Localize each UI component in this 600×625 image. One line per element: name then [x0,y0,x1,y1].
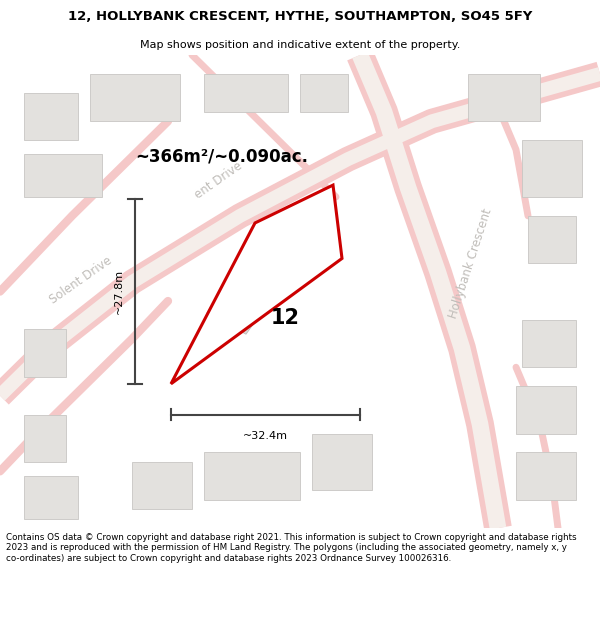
Polygon shape [24,93,78,140]
Polygon shape [516,452,576,500]
Text: ~366m²/~0.090ac.: ~366m²/~0.090ac. [136,148,308,166]
Text: ~32.4m: ~32.4m [243,431,288,441]
Polygon shape [90,74,180,121]
Polygon shape [468,74,540,121]
Text: ~27.8m: ~27.8m [114,269,124,314]
Text: Map shows position and indicative extent of the property.: Map shows position and indicative extent… [140,39,460,49]
Polygon shape [171,185,342,384]
Text: Solent Drive: Solent Drive [47,254,115,306]
Text: 12: 12 [271,308,299,328]
Polygon shape [24,154,102,197]
Polygon shape [522,320,576,368]
Polygon shape [312,434,372,490]
Polygon shape [204,74,288,112]
Polygon shape [204,452,300,500]
Polygon shape [24,476,78,519]
Text: Contains OS data © Crown copyright and database right 2021. This information is : Contains OS data © Crown copyright and d… [6,533,577,563]
Polygon shape [132,462,192,509]
Text: 12, HOLLYBANK CRESCENT, HYTHE, SOUTHAMPTON, SO45 5FY: 12, HOLLYBANK CRESCENT, HYTHE, SOUTHAMPT… [68,10,532,23]
Text: Hollybank Crescent: Hollybank Crescent [447,207,495,320]
Polygon shape [522,140,582,197]
Polygon shape [516,386,576,434]
Polygon shape [24,414,66,462]
Polygon shape [300,74,348,112]
Polygon shape [528,216,576,263]
Polygon shape [207,270,273,334]
Text: ent Drive: ent Drive [193,159,245,201]
Polygon shape [24,329,66,377]
